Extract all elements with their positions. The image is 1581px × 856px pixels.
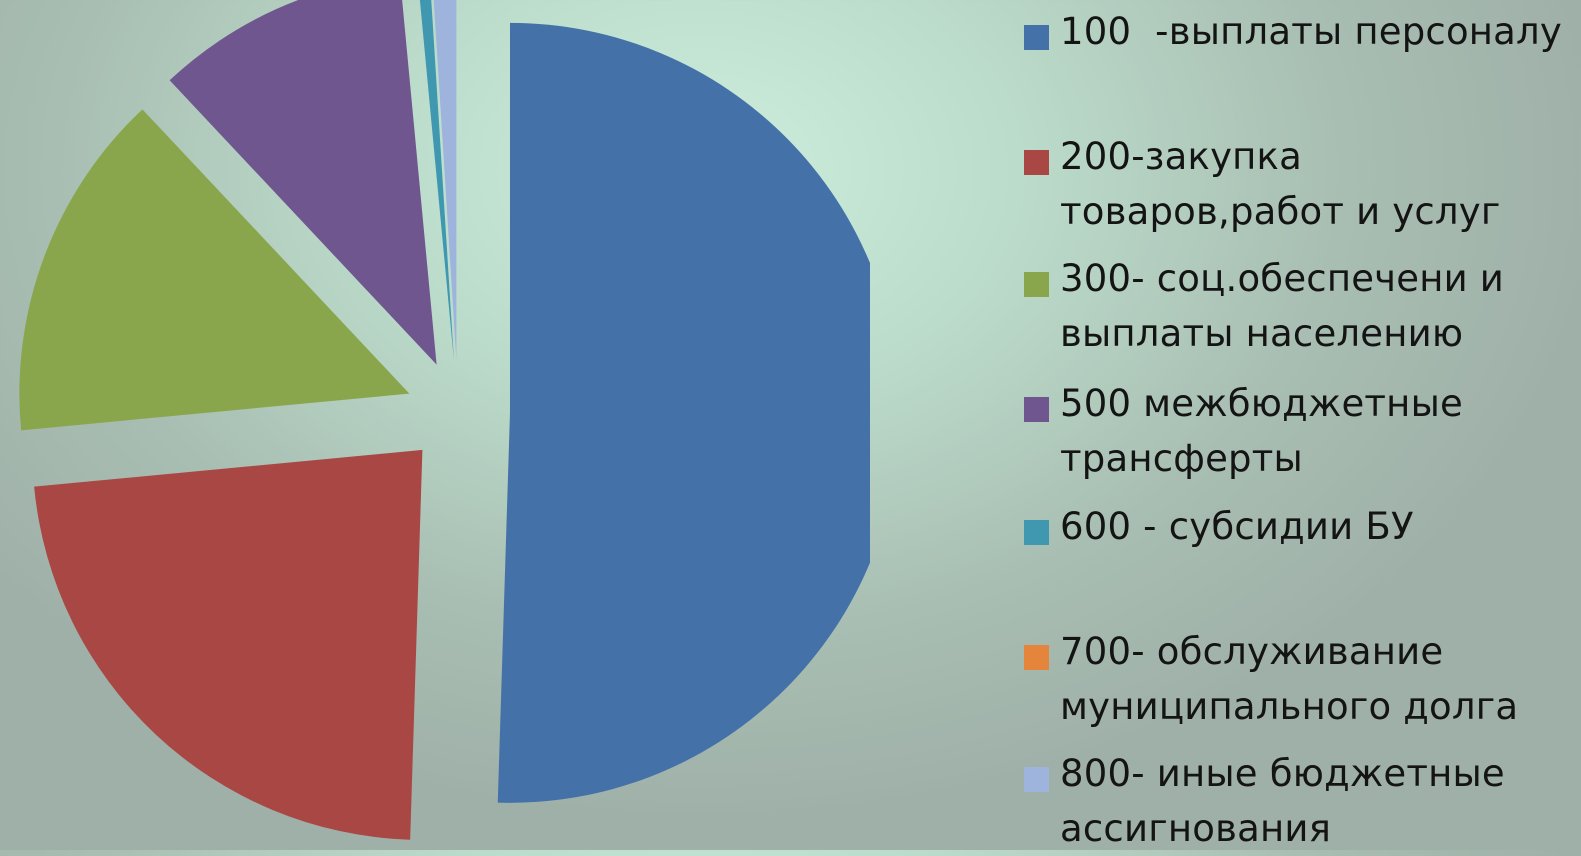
chart-legend: 100 -выплаты персоналу 200-закупка товар… <box>1024 0 1581 850</box>
legend-label-800: 800- иные бюджетные ассигнования <box>1060 752 1517 850</box>
legend-swatch-800 <box>1024 767 1049 792</box>
pie-chart <box>19 0 870 840</box>
legend-swatch-300 <box>1024 272 1049 297</box>
legend-item-300: 300- соц.обеспечени и выплаты населению <box>1024 251 1569 361</box>
pie-slice-500 <box>169 0 437 365</box>
legend-label-300: 300- соц.обеспечени и выплаты населению <box>1060 257 1517 355</box>
legend-item-500: 500 межбюджетные трансферты <box>1024 376 1569 486</box>
legend-label-600: 600 - субсидии БУ <box>1060 505 1414 548</box>
legend-item-100: 100 -выплаты персоналу <box>1024 4 1569 59</box>
legend-item-600: 600 - субсидии БУ <box>1024 499 1569 554</box>
legend-label-200: 200-закупка товаров,работ и услуг <box>1060 135 1501 233</box>
legend-swatch-600 <box>1024 520 1049 545</box>
legend-swatch-100 <box>1024 25 1049 50</box>
legend-swatch-500 <box>1024 397 1049 422</box>
legend-swatch-700 <box>1024 645 1049 670</box>
legend-label-700: 700- обслуживание муниципального долга <box>1060 630 1519 728</box>
pie-slice-300 <box>19 109 410 431</box>
pie-slice-100 <box>497 22 870 803</box>
legend-item-200: 200-закупка товаров,работ и услуг <box>1024 129 1569 239</box>
legend-label-100: 100 -выплаты персоналу <box>1060 10 1562 53</box>
legend-item-800: 800- иные бюджетные ассигнования <box>1024 746 1569 856</box>
pie-slice-200 <box>34 449 423 840</box>
legend-swatch-200 <box>1024 150 1049 175</box>
legend-label-500: 500 межбюджетные трансферты <box>1060 382 1475 480</box>
legend-item-700: 700- обслуживание муниципального долга <box>1024 624 1569 734</box>
pie-slice-800 <box>433 0 457 361</box>
